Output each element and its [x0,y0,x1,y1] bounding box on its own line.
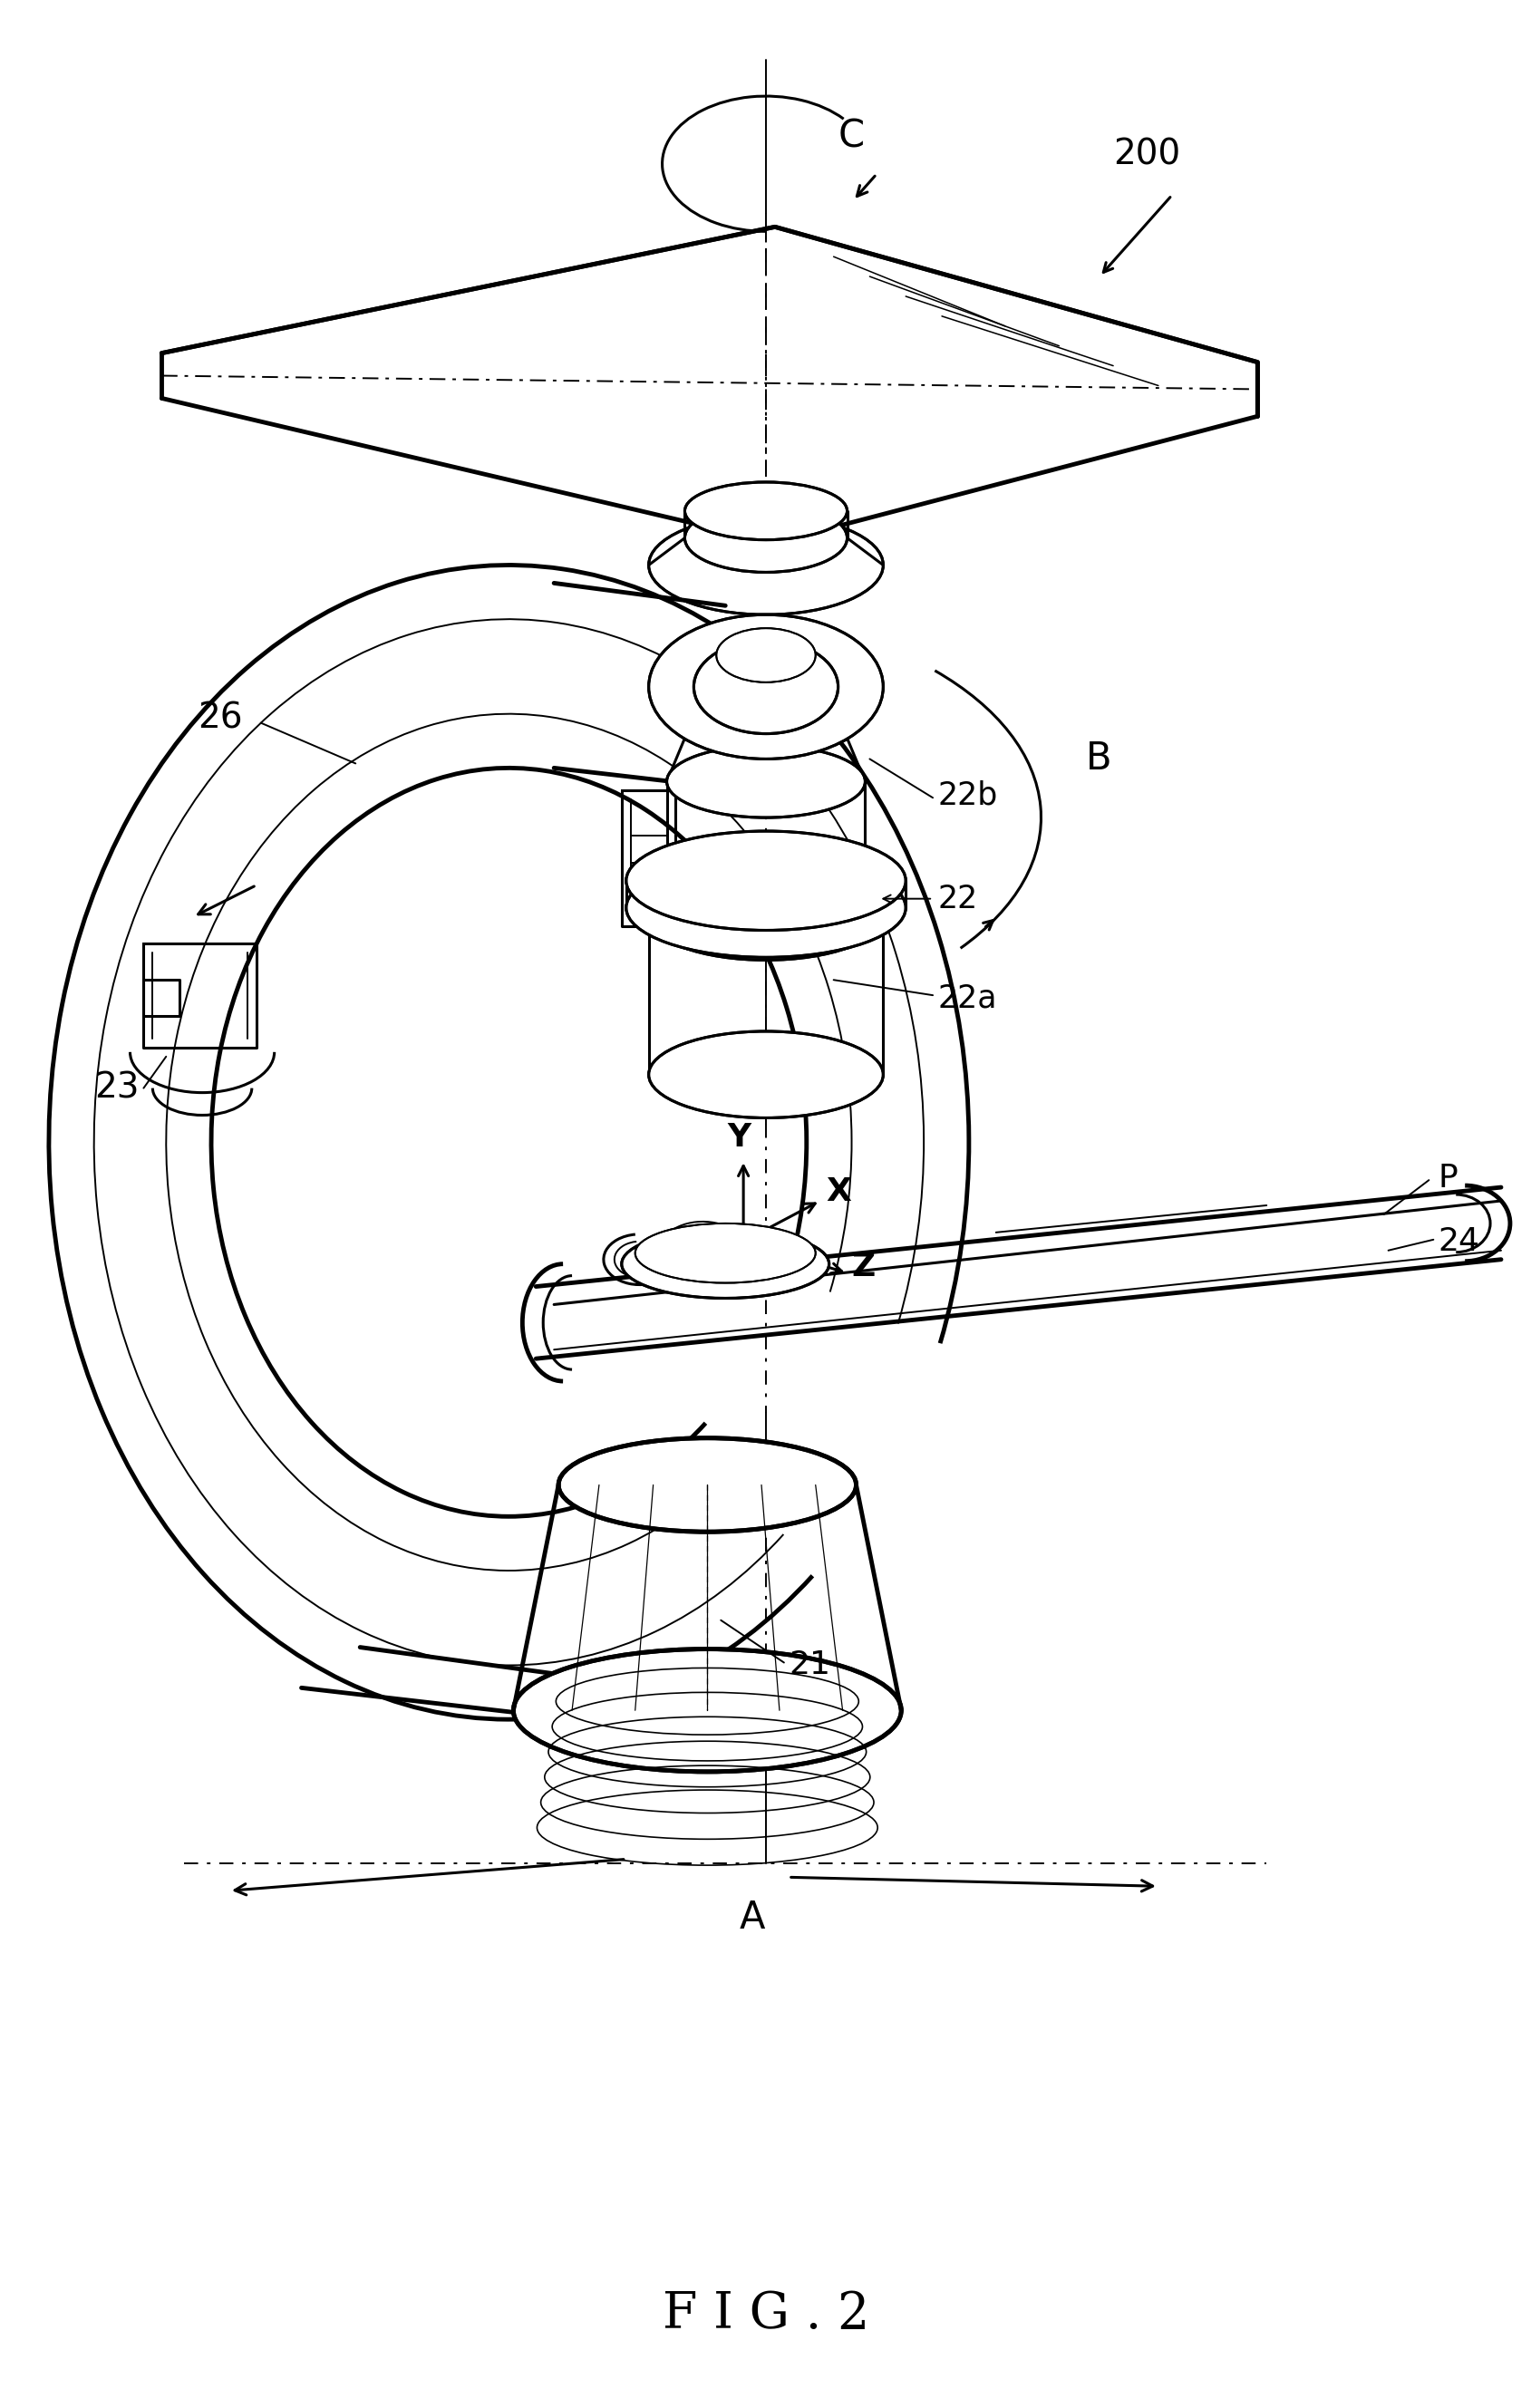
Text: F I G . 2: F I G . 2 [661,2290,870,2341]
Ellipse shape [717,628,814,681]
Ellipse shape [635,1223,814,1283]
Ellipse shape [684,482,847,539]
Ellipse shape [559,1438,856,1531]
Ellipse shape [648,515,883,614]
Ellipse shape [622,1230,828,1298]
Ellipse shape [689,698,842,756]
Ellipse shape [684,503,847,573]
Ellipse shape [648,1031,883,1117]
Text: C: C [837,118,863,157]
Ellipse shape [648,614,883,759]
Text: 23: 23 [93,1072,139,1105]
Text: P: P [1438,1163,1458,1194]
Ellipse shape [626,857,905,958]
Text: 21: 21 [788,1649,830,1681]
Ellipse shape [694,641,837,734]
Text: A: A [739,1900,766,1936]
Ellipse shape [626,831,905,929]
Text: 200: 200 [1113,137,1180,171]
Ellipse shape [513,1649,900,1772]
Text: 22: 22 [937,884,977,915]
Text: B: B [1085,739,1112,778]
Ellipse shape [648,874,883,961]
Text: X: X [825,1178,851,1206]
Text: 22b: 22b [937,780,997,811]
Text: Y: Y [727,1122,750,1153]
Text: 26: 26 [197,701,242,734]
Ellipse shape [666,746,865,819]
Text: 24: 24 [1438,1226,1479,1257]
Text: 22a: 22a [937,982,997,1014]
Text: Z: Z [851,1252,874,1281]
